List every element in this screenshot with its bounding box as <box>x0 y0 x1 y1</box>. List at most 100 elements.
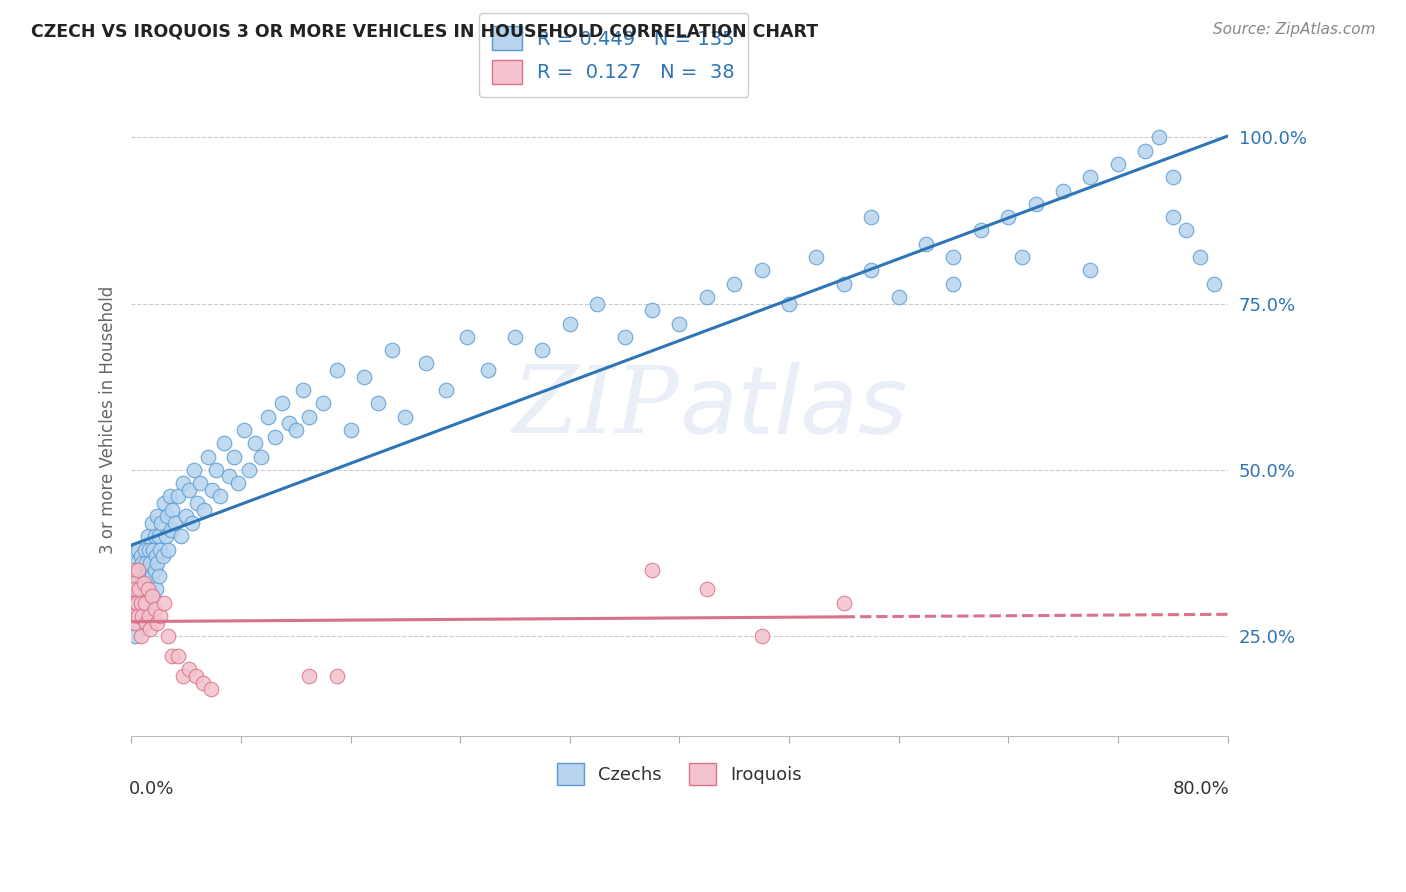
Point <box>257 409 280 424</box>
Text: ZIP: ZIP <box>513 362 679 452</box>
Point <box>124 615 146 630</box>
Point <box>218 469 240 483</box>
Point <box>122 562 145 576</box>
Point <box>134 562 156 576</box>
Point <box>806 250 828 264</box>
Point <box>209 489 232 503</box>
Point <box>143 529 166 543</box>
Point <box>149 609 172 624</box>
Point <box>339 423 361 437</box>
Point <box>436 383 458 397</box>
Point <box>128 562 150 576</box>
Point <box>155 529 177 543</box>
Point <box>122 596 145 610</box>
Text: 0.0%: 0.0% <box>129 780 174 797</box>
Point <box>146 615 169 630</box>
Point <box>127 615 149 630</box>
Point <box>132 602 155 616</box>
Legend: Czechs, Iroquois: Czechs, Iroquois <box>543 748 817 799</box>
Point <box>121 562 143 576</box>
Point <box>134 596 156 610</box>
Point <box>456 330 478 344</box>
Point <box>124 542 146 557</box>
Point <box>122 575 145 590</box>
Point <box>177 662 200 676</box>
Point <box>250 450 273 464</box>
Point <box>139 556 162 570</box>
Point <box>832 596 855 610</box>
Point <box>222 450 245 464</box>
Point <box>156 509 179 524</box>
Point <box>146 556 169 570</box>
Point <box>128 589 150 603</box>
Point <box>1161 170 1184 185</box>
Point <box>125 556 148 570</box>
Point <box>152 549 174 564</box>
Point <box>146 509 169 524</box>
Point <box>136 582 159 597</box>
Point <box>531 343 554 358</box>
Point <box>143 602 166 616</box>
Point <box>165 516 187 530</box>
Point <box>148 569 170 583</box>
Point <box>121 596 143 610</box>
Point <box>135 556 157 570</box>
Point <box>128 582 150 597</box>
Point <box>129 596 152 610</box>
Point <box>915 236 938 251</box>
Point <box>124 582 146 597</box>
Point <box>1080 263 1102 277</box>
Point <box>353 369 375 384</box>
Point <box>1107 157 1129 171</box>
Point <box>138 542 160 557</box>
Point <box>131 609 153 624</box>
Point <box>131 582 153 597</box>
Point <box>148 529 170 543</box>
Point <box>135 575 157 590</box>
Point <box>149 542 172 557</box>
Point <box>135 615 157 630</box>
Point <box>191 675 214 690</box>
Point <box>1202 277 1225 291</box>
Point <box>197 450 219 464</box>
Point <box>153 496 176 510</box>
Point <box>970 223 993 237</box>
Point <box>751 629 773 643</box>
Point <box>1147 130 1170 145</box>
Point <box>277 417 299 431</box>
Point <box>129 629 152 643</box>
Point <box>1025 197 1047 211</box>
Point <box>1080 170 1102 185</box>
Point <box>124 575 146 590</box>
Point <box>145 582 167 597</box>
Point <box>132 575 155 590</box>
Point <box>778 296 800 310</box>
Point <box>1135 144 1157 158</box>
Point <box>641 562 664 576</box>
Point <box>139 596 162 610</box>
Point <box>127 609 149 624</box>
Point <box>696 290 718 304</box>
Point <box>942 277 965 291</box>
Point <box>159 489 181 503</box>
Point <box>131 556 153 570</box>
Point <box>613 330 636 344</box>
Point <box>141 589 163 603</box>
Point <box>291 383 314 397</box>
Point <box>298 669 321 683</box>
Point <box>142 542 165 557</box>
Point <box>142 589 165 603</box>
Point <box>131 609 153 624</box>
Point <box>503 330 526 344</box>
Point <box>367 396 389 410</box>
Point <box>160 523 183 537</box>
Point <box>129 549 152 564</box>
Point <box>153 596 176 610</box>
Point <box>184 669 207 683</box>
Point <box>264 429 287 443</box>
Point <box>394 409 416 424</box>
Point <box>226 476 249 491</box>
Point <box>172 669 194 683</box>
Point <box>326 669 349 683</box>
Point <box>127 596 149 610</box>
